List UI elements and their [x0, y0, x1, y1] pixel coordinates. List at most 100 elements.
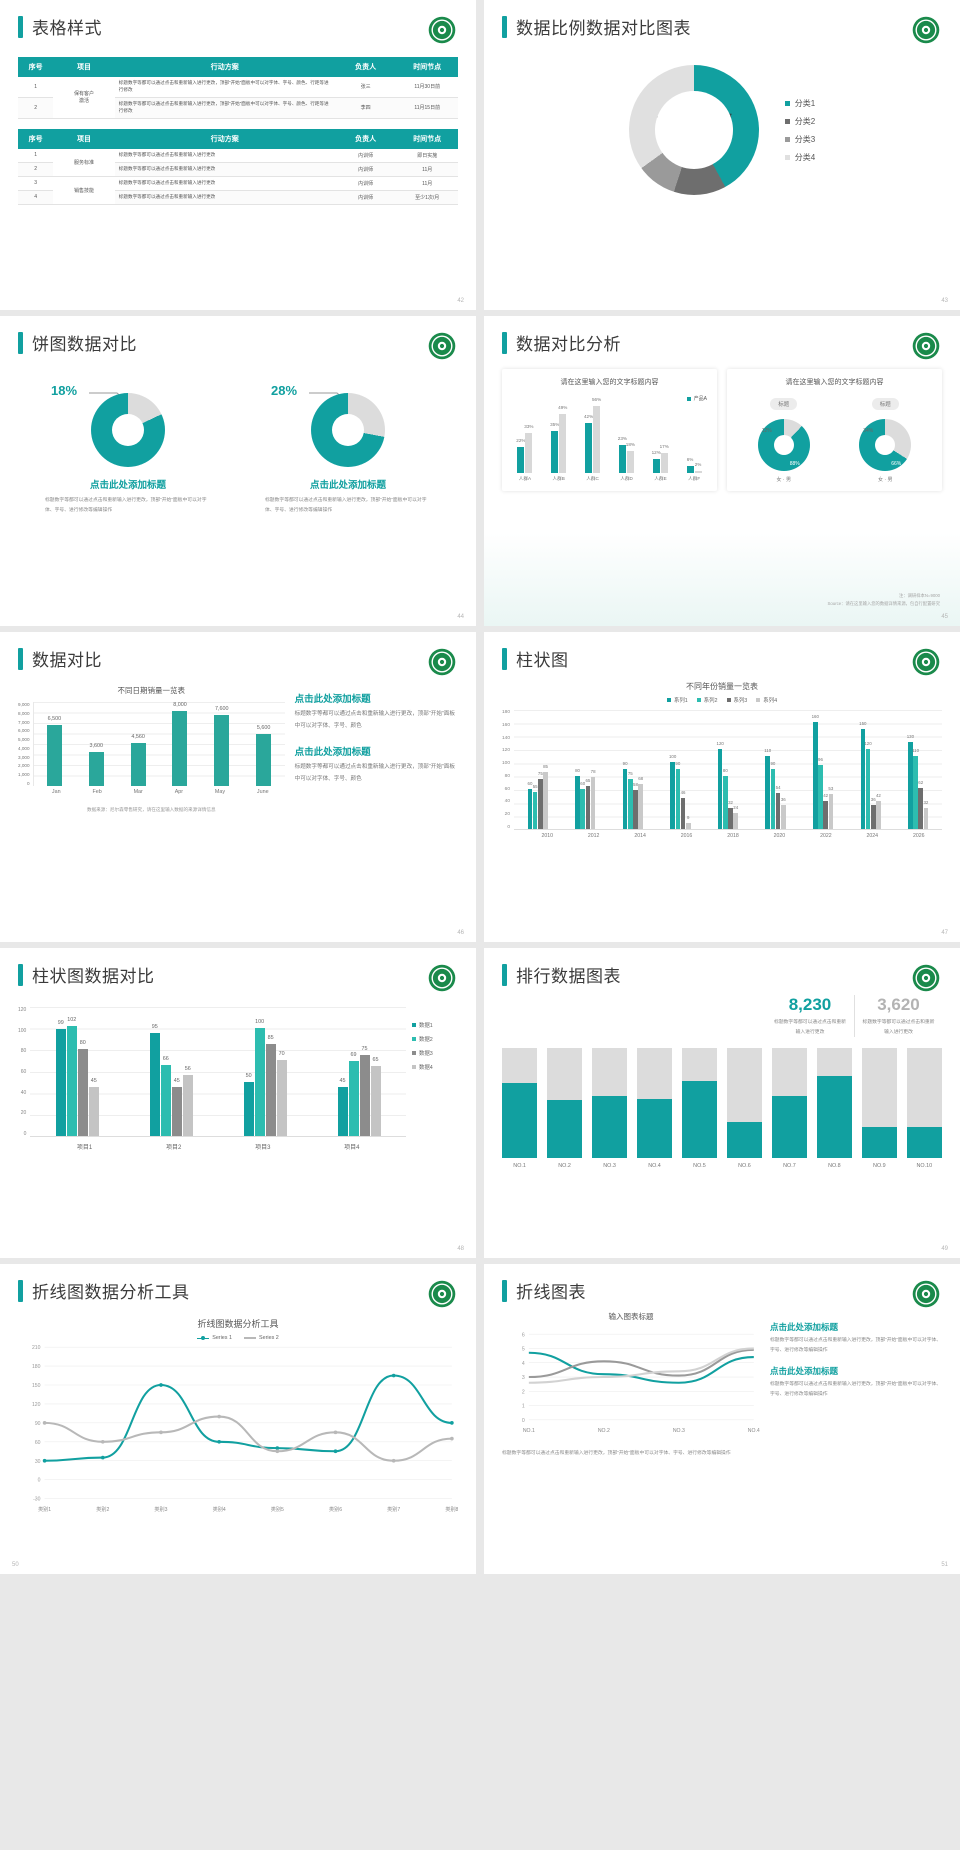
- bar[interactable]: 60: [580, 781, 585, 829]
- slide-ranking-chart[interactable]: 排行数据图表 8,230 标题数字等都可以通过点击和重新输入进行更改 3,620…: [484, 948, 960, 1258]
- legend-item[interactable]: 分类3: [784, 134, 815, 145]
- bar[interactable]: 68: [638, 776, 643, 829]
- gender-donuts[interactable]: 标题 12% 88% 女 · 男 标题 34% 66% 女 · 男: [733, 393, 936, 483]
- bar[interactable]: 96: [818, 757, 823, 829]
- chart-legend[interactable]: 系列1 系列2 系列3 系列4: [502, 696, 942, 704]
- table-two[interactable]: 序号 项目 行动方案 负责人 时间节点 1 服务标准 标题数字等都可以通过点击和重新输入进行更…: [18, 128, 458, 205]
- bar-track[interactable]: [771, 1048, 807, 1159]
- bar[interactable]: 85: [543, 764, 548, 829]
- bar[interactable]: 22%: [516, 438, 526, 473]
- bar[interactable]: 100: [669, 754, 676, 829]
- gender-donut-card[interactable]: 请在这里输入您的文字标题内容 标题 12% 88% 女 · 男 标题 34% 6…: [727, 369, 942, 491]
- bar[interactable]: 90: [623, 761, 628, 829]
- ranking-item[interactable]: NO.6: [726, 1048, 763, 1169]
- plot-area[interactable]: 6,500 3,600 4,560 8,000 7,600 5,600: [32, 702, 285, 786]
- legend-item[interactable]: Series 1: [197, 1335, 232, 1341]
- table-row[interactable]: 1 保有客户 激活 标题数字等都可以通过点击和重新输入进行更改，顶部“开始”面板中可以…: [18, 77, 458, 119]
- bar[interactable]: 54: [776, 785, 781, 829]
- text-block[interactable]: 点击此处添加标题 标题数字等都可以通过点击和重新输入进行更改，顶部“开始”面板中可…: [295, 691, 458, 732]
- bar[interactable]: 46: [681, 790, 685, 829]
- slide-column-compare[interactable]: 柱状图数据对比 120 100 80 60 40 20 0 99 102 80 45 95 66 45 5…: [0, 948, 476, 1258]
- bar[interactable]: 42: [876, 793, 881, 829]
- bar[interactable]: 42%: [584, 414, 593, 473]
- bar[interactable]: 69: [348, 1052, 359, 1136]
- bar[interactable]: 17%: [660, 444, 669, 473]
- legend-item[interactable]: 数据4: [412, 1063, 458, 1071]
- bar[interactable]: 12%: [652, 450, 661, 473]
- pie-compare-item[interactable]: 28% 点击此处添加标题 标题数字等都可以通过点击和重新输入进行更改，顶部“开始…: [263, 377, 433, 515]
- bar[interactable]: 33%: [524, 424, 534, 473]
- bar[interactable]: 45: [337, 1078, 348, 1136]
- plot-area[interactable]: 99 102 80 45 95 66 45 56 50 100 85 70 45 69 75 65: [30, 1007, 406, 1137]
- ranking-item[interactable]: NO.9: [861, 1048, 897, 1169]
- table-row[interactable]: 3 销售技能 标题数字等都可以通过点击和重新输入进行更改 内训师 11月: [18, 176, 458, 205]
- bar[interactable]: 65: [370, 1057, 381, 1136]
- bar[interactable]: 4,560: [130, 734, 146, 786]
- bar-track[interactable]: [502, 1048, 538, 1159]
- bar-group[interactable]: 120 80 32 24: [717, 741, 738, 829]
- bar-track[interactable]: [726, 1048, 763, 1159]
- bar[interactable]: 55: [533, 784, 538, 829]
- bar-group[interactable]: 95 66 45 56: [149, 1024, 193, 1136]
- bar[interactable]: 70: [276, 1051, 287, 1136]
- bar[interactable]: 45: [88, 1078, 99, 1136]
- legend-item[interactable]: 系列4: [756, 696, 777, 704]
- bar[interactable]: 150: [859, 721, 866, 829]
- kpi-row[interactable]: 8,230 标题数字等都可以通过点击和重新输入进行更改 3,620 标题数字等都…: [502, 995, 942, 1038]
- bar[interactable]: 56: [182, 1066, 193, 1136]
- bar-track[interactable]: [906, 1048, 942, 1159]
- bar[interactable]: 50: [243, 1073, 254, 1136]
- bar[interactable]: 120: [864, 741, 872, 829]
- grouped-bar-chart[interactable]: 22% 33% 35% 49% 42% 56% 23% 18% 12% 17% 6% 2% 产品A: [508, 393, 711, 473]
- bar[interactable]: 58: [633, 782, 638, 829]
- bar[interactable]: 53: [828, 786, 833, 829]
- bar-group[interactable]: 6% 2%: [686, 457, 702, 473]
- bar[interactable]: 90: [770, 761, 775, 829]
- bar-group[interactable]: 100 90 46 9: [669, 754, 691, 829]
- ranking-item[interactable]: NO.4: [636, 1048, 673, 1169]
- bar[interactable]: 7,600: [214, 706, 230, 786]
- bar[interactable]: 80: [723, 768, 728, 829]
- bar[interactable]: 56%: [592, 397, 601, 473]
- bar-track[interactable]: [546, 1048, 583, 1159]
- bar-group[interactable]: 80 60 65 78: [575, 768, 596, 829]
- bar[interactable]: 36: [871, 797, 876, 829]
- bar[interactable]: 6,500: [46, 716, 62, 786]
- donut-legend[interactable]: 分类1 分类2 分类3 分类4: [784, 98, 815, 163]
- legend-item[interactable]: 系列3: [726, 696, 747, 704]
- bar[interactable]: 65: [585, 778, 590, 829]
- slide-compare-analysis[interactable]: 数据对比分析 请在这里输入您的文字标题内容 22% 33% 35% 49% 42% 56%…: [484, 316, 960, 626]
- bar[interactable]: 35%: [550, 422, 559, 473]
- bar-track[interactable]: [636, 1048, 673, 1159]
- bar-group[interactable]: 35% 49%: [550, 405, 567, 473]
- bar[interactable]: 42: [823, 793, 828, 829]
- bar[interactable]: 6%: [686, 457, 694, 473]
- bar[interactable]: 78: [591, 769, 596, 829]
- gender-donut-item[interactable]: 标题 34% 66% 女 · 男: [859, 393, 912, 483]
- ranking-item[interactable]: NO.8: [816, 1048, 852, 1169]
- slide-ratio-donut[interactable]: 数据比例数据对比图表 点击此处添加标题 标题数字等都可以通过点击和 重新输入进行…: [484, 0, 960, 310]
- bar[interactable]: 99: [55, 1020, 66, 1136]
- pie-compare-item[interactable]: 18% 点击此处添加标题 标题数字等都可以通过点击和重新输入进行更改，顶部“开始…: [43, 377, 213, 515]
- bar-group[interactable]: 50 100 85 70: [243, 1019, 287, 1136]
- legend-item[interactable]: 数据1: [412, 1021, 458, 1029]
- bar[interactable]: 130: [907, 734, 914, 829]
- pie-compare-row[interactable]: 18% 点击此处添加标题 标题数字等都可以通过点击和重新输入进行更改，顶部“开始…: [18, 377, 458, 515]
- legend-item[interactable]: 数据3: [412, 1049, 458, 1057]
- bar[interactable]: 5,600: [256, 725, 272, 786]
- bar[interactable]: 18%: [626, 442, 635, 473]
- bar[interactable]: 75: [359, 1046, 370, 1136]
- bar[interactable]: 8,000: [172, 702, 188, 786]
- ranking-item[interactable]: NO.7: [771, 1048, 807, 1169]
- bar[interactable]: 100: [254, 1019, 265, 1136]
- bar-track[interactable]: [681, 1048, 718, 1159]
- table-row[interactable]: 2 标题数字等都可以通过点击和重新输入进行更改 内训师 11月: [18, 162, 458, 177]
- bar[interactable]: 45: [171, 1078, 182, 1136]
- table-one[interactable]: 序号 项目 行动方案 负责人 时间节点 1 保有客户 激活 标题数字等都可以通过点击和重新输入进…: [18, 57, 458, 119]
- bar[interactable]: 110: [764, 748, 771, 829]
- bar[interactable]: 62: [918, 780, 923, 829]
- bar[interactable]: 95: [149, 1024, 160, 1136]
- line-chart[interactable]: 6 5 4 3 2 1 0 NO.1 NO.2 NO.3 NO.4: [502, 1328, 760, 1441]
- text-block[interactable]: 点击此处添加标题 标题数字等都可以通过点击和重新输入进行更改，顶部“开始”面板中可…: [770, 1321, 942, 1355]
- legend-item[interactable]: 系列1: [666, 696, 688, 704]
